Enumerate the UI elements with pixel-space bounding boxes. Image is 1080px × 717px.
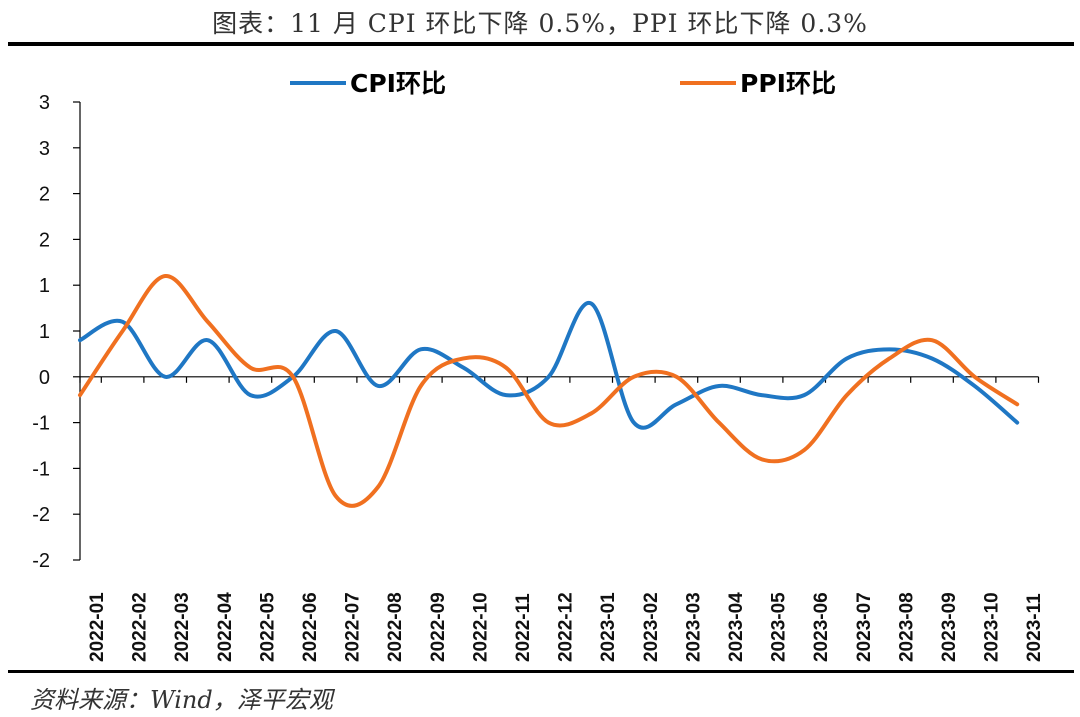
- legend-label-ppi: PPI环比: [740, 69, 836, 98]
- y-tick-label: 2: [39, 229, 50, 251]
- y-tick-label: -1: [32, 458, 50, 480]
- y-tick-label: -2: [32, 550, 50, 572]
- x-tick-label: 2023-07: [854, 592, 875, 662]
- y-tick-label: 2: [39, 184, 50, 206]
- x-tick-label: 2023-06: [811, 592, 832, 662]
- x-axis: 2022-01 2022-02 2022-03 2022-04 2022-05 2022-…: [79, 376, 1045, 662]
- x-tick-label: 2022-05: [257, 592, 278, 662]
- x-tick-label: 2023-08: [896, 592, 917, 662]
- x-tick-label: 2023-11: [1024, 593, 1045, 662]
- x-tick-label: 2022-02: [130, 592, 151, 662]
- y-tick-label: -1: [32, 413, 50, 435]
- y-tick-label: 0: [39, 367, 50, 389]
- y-tick-label: 3: [39, 138, 50, 160]
- chart-title: 图表：11 月 CPI 环比下降 0.5%，PPI 环比下降 0.3%: [212, 9, 868, 38]
- top-rule: [8, 42, 1074, 46]
- x-tick-label: 2022-01: [87, 592, 108, 662]
- x-tick-label: 2023-01: [598, 592, 619, 662]
- bottom-rule: [8, 670, 1074, 673]
- x-tick-label: 2023-09: [939, 592, 960, 662]
- x-tick-label: 2023-03: [683, 592, 704, 662]
- x-tick-label: 2022-06: [300, 592, 321, 662]
- x-tick-label: 2023-10: [982, 592, 1003, 662]
- y-tick-label: -2: [32, 504, 50, 526]
- y-tick-label: 1: [39, 321, 50, 343]
- x-tick-label: 2022-09: [428, 592, 449, 662]
- legend-label-cpi: CPI环比: [350, 69, 446, 98]
- x-tick-label: 2022-07: [343, 592, 364, 662]
- x-tick-label: 2023-05: [769, 592, 790, 662]
- x-tick-label: 2022-12: [556, 592, 577, 662]
- x-tick-label: 2023-04: [726, 592, 747, 662]
- x-tick-label: 2022-08: [385, 592, 406, 662]
- y-axis: 3 3 2 2 1 1 0 -1 -1 -2 -2: [32, 92, 81, 572]
- x-tick-label: 2022-03: [172, 592, 193, 662]
- y-tick-label: 1: [39, 275, 50, 297]
- series-layer: [78, 274, 1020, 508]
- legend: CPI环比 PPI环比: [290, 69, 836, 98]
- x-tick-label: 2022-04: [215, 592, 236, 662]
- y-tick-label: 3: [39, 92, 50, 114]
- x-tick-label: 2023-02: [641, 592, 662, 662]
- series-line-cpi: [78, 301, 1020, 430]
- source-note: 资料来源：Wind，泽平宏观: [30, 686, 333, 714]
- series-line-ppi: [78, 274, 1020, 508]
- x-tick-label: 2022-11: [513, 593, 534, 662]
- x-tick-label: 2022-10: [470, 592, 491, 662]
